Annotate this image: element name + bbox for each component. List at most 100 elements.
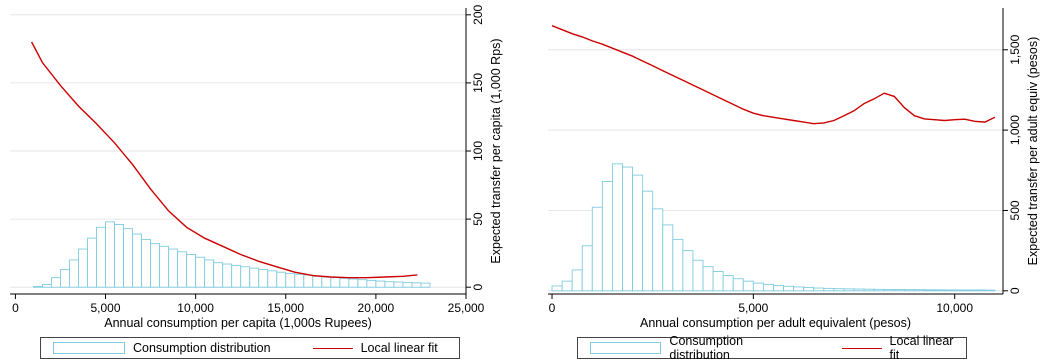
histogram-bar bbox=[285, 273, 296, 288]
histogram-bar bbox=[773, 285, 785, 292]
histogram-bar bbox=[312, 275, 323, 288]
legend-key-bar-icon bbox=[53, 342, 125, 354]
histogram-bar bbox=[803, 287, 815, 292]
legend-key-bar-icon bbox=[590, 342, 662, 354]
histogram-bar bbox=[114, 224, 124, 288]
y-axis-label: Expected transfer per adult equiv (pesos… bbox=[1026, 37, 1040, 266]
y-tick-label: 0 bbox=[471, 284, 485, 291]
y-tick-label: 50 bbox=[471, 212, 485, 226]
x-tick-label: 25,000 bbox=[448, 301, 485, 315]
histogram-bar bbox=[863, 288, 875, 292]
histogram-bar bbox=[853, 288, 865, 292]
histogram-bar bbox=[783, 285, 795, 292]
fit-line bbox=[30, 41, 418, 279]
y-tick-label: 1,500 bbox=[1008, 34, 1022, 64]
histogram-bar bbox=[339, 277, 350, 288]
histogram-bar bbox=[622, 166, 634, 292]
histogram-bar bbox=[87, 237, 97, 288]
histogram-bar bbox=[581, 245, 593, 292]
legend-key-line-icon bbox=[312, 347, 353, 349]
histogram-bar bbox=[551, 285, 563, 292]
histogram-bar bbox=[105, 221, 115, 288]
histogram-bar bbox=[258, 269, 269, 288]
legend-right: Consumption distribution Local linear fi… bbox=[577, 334, 967, 362]
histogram-bar bbox=[944, 289, 956, 292]
histogram-bar bbox=[366, 279, 377, 288]
legend-item-distribution: Consumption distribution bbox=[53, 341, 271, 355]
histogram-bar bbox=[41, 284, 52, 288]
histogram-bar bbox=[402, 281, 413, 288]
histogram-bar bbox=[571, 269, 583, 292]
histogram-bar bbox=[843, 288, 855, 292]
legend-item-fit: Local linear fit bbox=[312, 341, 438, 355]
y-tick-label: 0 bbox=[1008, 287, 1022, 294]
legend-label-distribution: Consumption distribution bbox=[133, 341, 271, 355]
y-tick-label: 500 bbox=[1008, 200, 1022, 220]
histogram-bar bbox=[276, 271, 287, 288]
histogram-bar bbox=[692, 259, 704, 292]
histogram-bar bbox=[984, 289, 996, 292]
histogram-bar bbox=[69, 259, 79, 288]
histogram-bar bbox=[611, 163, 623, 292]
legend-label-fit: Local linear fit bbox=[360, 341, 438, 355]
histogram-bar bbox=[222, 263, 233, 288]
legend-label-fit: Local linear fit bbox=[889, 334, 954, 362]
x-tick-label: 5,000 bbox=[91, 301, 121, 315]
histogram-bar bbox=[823, 287, 835, 292]
histogram-bar bbox=[393, 281, 404, 288]
x-axis-label: Annual consumption per capita (1,000s Ru… bbox=[104, 316, 372, 330]
chart-right: 0 5,000 10,000 Annual consumption per adult… bbox=[548, 8, 1040, 330]
x-axis-label: Annual consumption per adult equivalent … bbox=[640, 316, 911, 330]
x-tick-label: 10,000 bbox=[177, 301, 214, 315]
histogram-bar bbox=[662, 224, 674, 292]
histogram-bar bbox=[652, 208, 664, 292]
legend-item-fit: Local linear fit bbox=[841, 334, 966, 362]
histogram-bar bbox=[601, 181, 613, 292]
histogram-bar bbox=[752, 282, 764, 292]
histogram-bar bbox=[96, 226, 106, 288]
histogram-bar bbox=[213, 262, 224, 288]
histogram-bar bbox=[159, 245, 170, 288]
histogram-bar bbox=[78, 248, 88, 288]
histogram-bar bbox=[591, 206, 603, 292]
histogram-bar bbox=[231, 264, 242, 288]
histogram-bar bbox=[177, 251, 188, 288]
histogram-bar bbox=[954, 289, 966, 292]
x-tick-label: 0 bbox=[549, 301, 556, 315]
histogram-bar bbox=[742, 280, 754, 292]
histogram-bar bbox=[732, 278, 744, 292]
x-tick-label: 5,000 bbox=[738, 301, 768, 315]
histogram-bar bbox=[240, 266, 251, 288]
histogram-bar bbox=[249, 267, 260, 288]
histogram-bar bbox=[420, 282, 431, 288]
histogram-bar bbox=[873, 288, 885, 292]
histogram-bar bbox=[168, 248, 179, 288]
histogram-bar bbox=[150, 243, 161, 288]
y-tick-label: 1,000 bbox=[1008, 115, 1022, 145]
histogram-bar bbox=[561, 280, 573, 292]
histogram-bar bbox=[51, 277, 61, 288]
y-axis-label: Expected transfer per capita (1,000 Rps) bbox=[489, 38, 503, 263]
histogram-bar bbox=[632, 174, 644, 292]
y-tick-label: 150 bbox=[471, 73, 485, 93]
histogram-bar bbox=[357, 279, 368, 288]
legend-item-distribution: Consumption distribution bbox=[590, 334, 806, 362]
chart-left: 0 5,000 10,000 15,000 20,000 25,000 Annual con… bbox=[10, 4, 503, 330]
histogram-bar bbox=[712, 271, 724, 292]
histogram-bar bbox=[60, 269, 70, 288]
histogram-bar bbox=[375, 280, 386, 288]
histogram-bar bbox=[32, 286, 43, 288]
histogram-bar bbox=[974, 289, 986, 292]
histogram-bar bbox=[833, 288, 845, 292]
histogram-bar bbox=[321, 276, 332, 288]
histogram-bar bbox=[934, 289, 946, 292]
histogram-bar bbox=[330, 277, 341, 288]
x-tick-label: 20,000 bbox=[358, 301, 395, 315]
histogram-bar bbox=[642, 190, 654, 292]
legend-label-distribution: Consumption distribution bbox=[669, 334, 744, 362]
x-tick-label: 0 bbox=[12, 301, 19, 315]
y-tick-label: 100 bbox=[471, 141, 485, 161]
histogram-bar bbox=[132, 233, 143, 288]
legend-key-line-icon bbox=[841, 347, 882, 349]
